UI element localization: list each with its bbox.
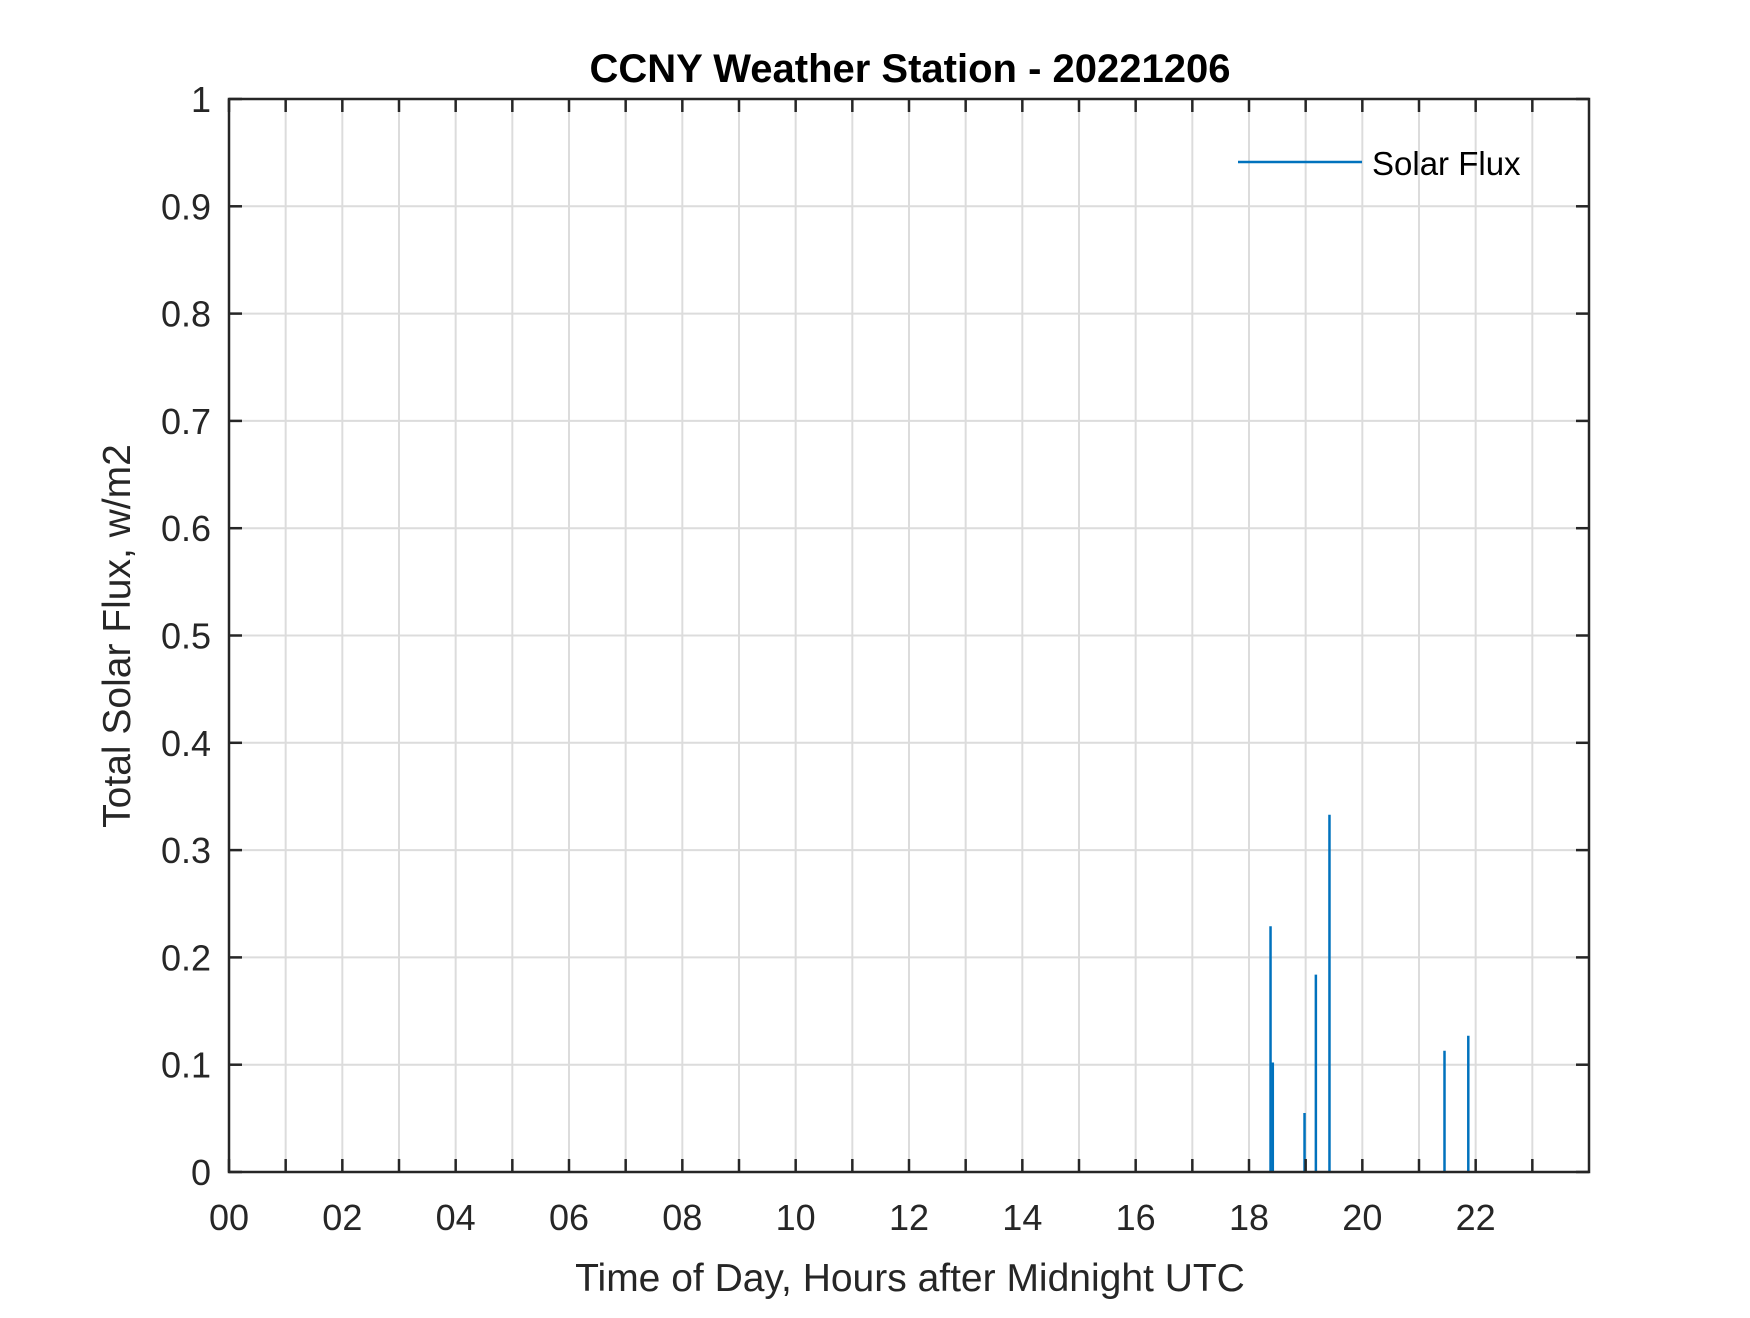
y-tick-label: 0.6	[161, 508, 211, 549]
x-tick-labels: 00 02 04 06 08 10 12 14 16 18 20 22	[209, 1197, 1496, 1238]
y-tick-label: 0.5	[161, 616, 211, 657]
grid-lines	[228, 98, 1589, 1173]
x-tick-label: 00	[209, 1197, 249, 1238]
y-tick-label: 0.8	[161, 294, 211, 335]
x-tick-label: 04	[436, 1197, 476, 1238]
x-tick-label: 20	[1342, 1197, 1382, 1238]
y-axis-label: Total Solar Flux, w/m2	[96, 444, 139, 828]
y-tick-label: 1	[191, 79, 211, 120]
legend-label-solar-flux: Solar Flux	[1372, 145, 1521, 182]
y-tick-label: 0.9	[161, 186, 211, 227]
x-tick-label: 16	[1116, 1197, 1156, 1238]
y-tick-label: 0.1	[161, 1045, 211, 1086]
x-tick-label: 22	[1456, 1197, 1496, 1238]
x-tick-label: 08	[662, 1197, 702, 1238]
x-tick-label: 06	[549, 1197, 589, 1238]
x-tick-label: 18	[1229, 1197, 1269, 1238]
y-tick-label: 0.4	[161, 723, 211, 764]
axis-ticks	[227, 97, 1589, 1174]
x-tick-label: 10	[776, 1197, 816, 1238]
data-series	[1269, 814, 1470, 1172]
x-axis-label: Time of Day, Hours after Midnight UTC	[575, 1257, 1245, 1300]
y-tick-label: 0	[191, 1152, 211, 1193]
y-tick-label: 0.2	[161, 937, 211, 978]
x-tick-label: 12	[889, 1197, 929, 1238]
y-tick-label: 0.7	[161, 401, 211, 442]
y-tick-label: 0.3	[161, 830, 211, 871]
legend: Solar Flux	[1238, 145, 1521, 182]
x-tick-label: 14	[1002, 1197, 1042, 1238]
chart-title: CCNY Weather Station - 20221206	[590, 47, 1231, 91]
y-tick-labels: 0 0.1 0.2 0.3 0.4 0.5 0.6 0.7 0.8 0.9 1	[161, 79, 211, 1193]
x-tick-label: 02	[322, 1197, 362, 1238]
